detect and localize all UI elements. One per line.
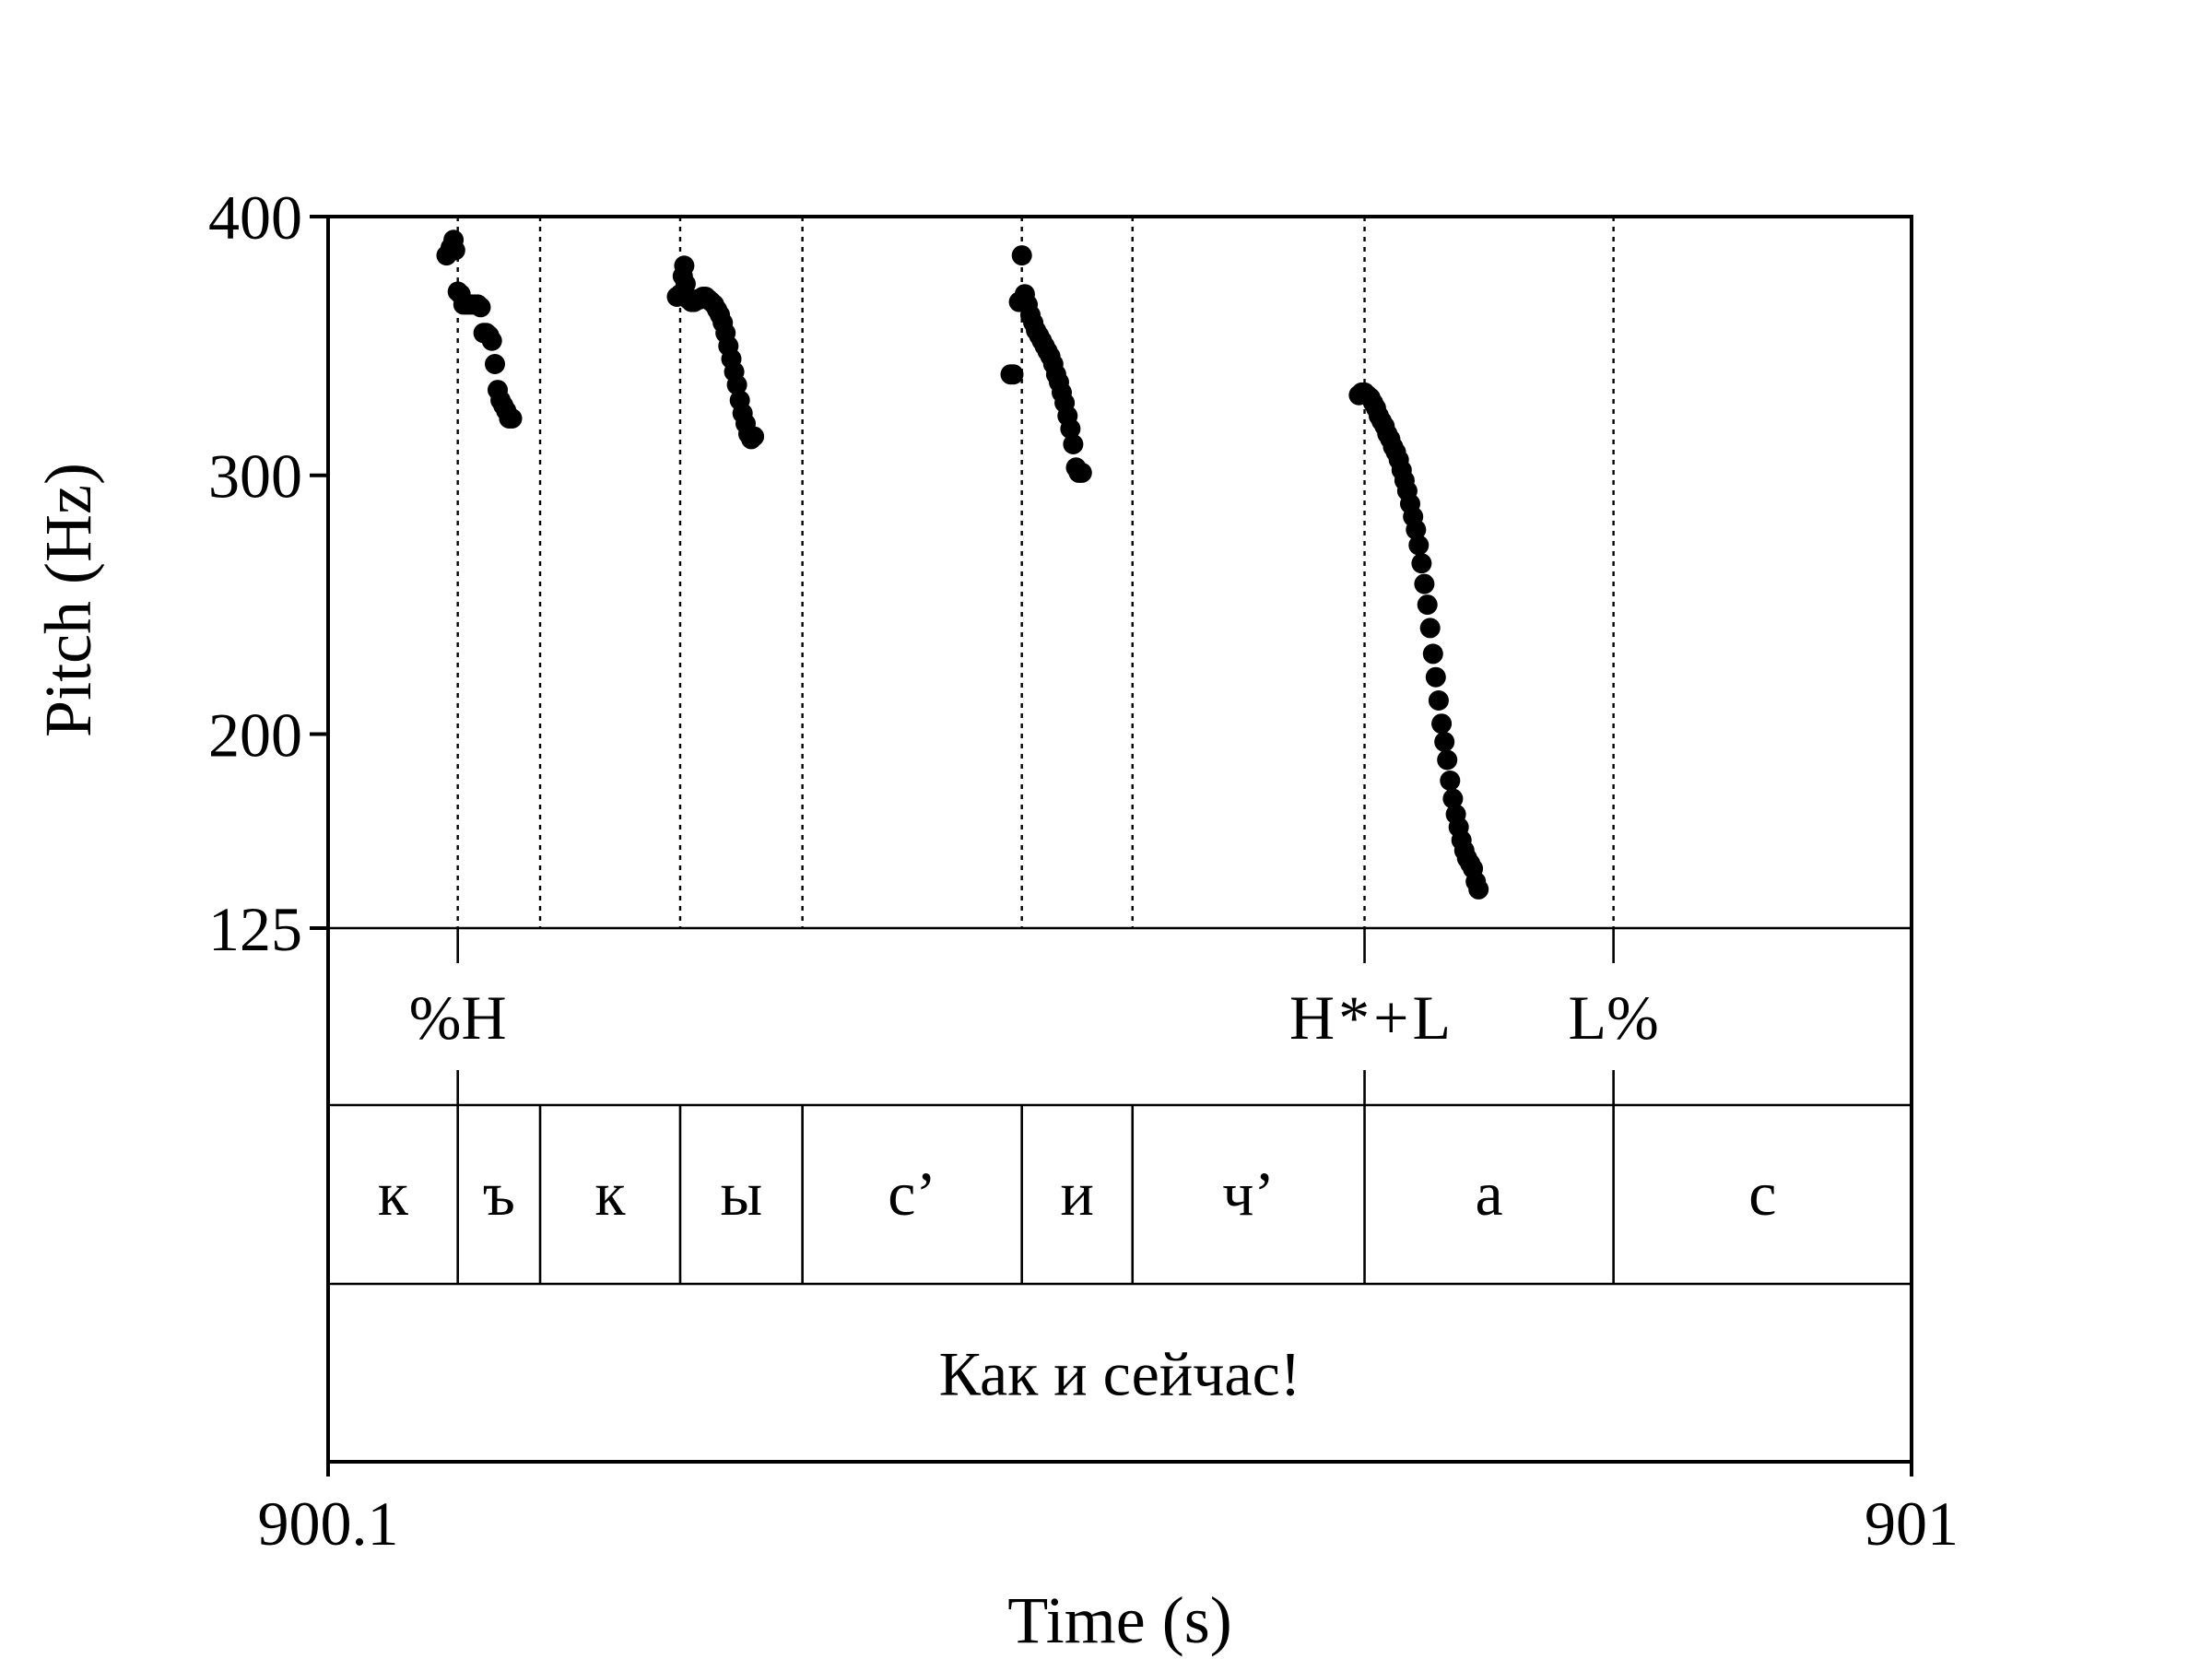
tone-label: L% (1569, 982, 1659, 1053)
pitch-point (485, 354, 505, 374)
pitch-point (1406, 519, 1427, 540)
pitch-point (470, 297, 491, 318)
plot-frame (326, 215, 1913, 1464)
pitch-boundary-guides (456, 217, 1615, 928)
pitch-point (1434, 731, 1455, 752)
tier-boundary-lines (328, 926, 1912, 1286)
y-axis-title: Pitch (Hz) (31, 463, 105, 737)
pitch-point (1468, 878, 1489, 900)
x-tick-label: 900.1 (258, 1488, 399, 1559)
pitch-point (444, 240, 465, 261)
segment-label: с (1748, 1159, 1776, 1229)
y-tick-label: 125 (208, 894, 302, 964)
segment-label: ы (720, 1159, 762, 1229)
segment-label: к (378, 1159, 409, 1229)
x-axis-title: Time (s) (1007, 1583, 1231, 1657)
pitch-point (1414, 573, 1435, 594)
pitch-point (1442, 788, 1464, 809)
pitch-point (1440, 771, 1461, 791)
pitch-point (1422, 643, 1443, 665)
x-tick-label: 901 (1865, 1488, 1959, 1559)
y-tick-label: 300 (208, 441, 302, 512)
segment-label: ъ (483, 1159, 515, 1229)
pitch-point (674, 255, 695, 276)
pitch-point (744, 426, 765, 447)
pitch-point (1060, 418, 1081, 440)
tone-label: %H (409, 982, 507, 1053)
outer-frame (326, 215, 1913, 1464)
pitch-point (1425, 666, 1446, 688)
axis-ticks (310, 215, 1913, 1477)
pitch-point (1431, 713, 1453, 735)
segment-label: и (1061, 1159, 1094, 1229)
pitch-point (726, 374, 747, 395)
y-tick-label: 400 (208, 182, 302, 253)
segment-label: ч’ (1222, 1159, 1275, 1229)
utterance-label: Как и сейчас! (939, 1339, 1301, 1409)
pitch-point (1417, 594, 1438, 616)
chart-labels: 125 200 300 400 900.1 901 Time (s) Pitch (Hz) %H… (31, 182, 1959, 1657)
pitch-point (481, 330, 502, 351)
segment-label: к (594, 1159, 626, 1229)
pitch-point (1411, 553, 1432, 574)
pitch-point (675, 274, 696, 294)
pitch-point (1011, 245, 1032, 266)
pitch-point (1428, 690, 1449, 711)
segment-label: с’ (888, 1159, 936, 1229)
pitch-point (1408, 535, 1430, 556)
y-tick-label: 200 (208, 700, 302, 770)
pitch-point (501, 408, 523, 429)
pitch-point (1419, 618, 1441, 639)
pitch-point (1437, 749, 1458, 771)
pitch-point (1071, 462, 1092, 483)
segment-label: а (1475, 1159, 1502, 1229)
pitch-point (1003, 364, 1024, 385)
pitch-point (1063, 434, 1084, 454)
pitch-points (436, 229, 1489, 900)
tone-label: H*+L (1289, 982, 1454, 1053)
